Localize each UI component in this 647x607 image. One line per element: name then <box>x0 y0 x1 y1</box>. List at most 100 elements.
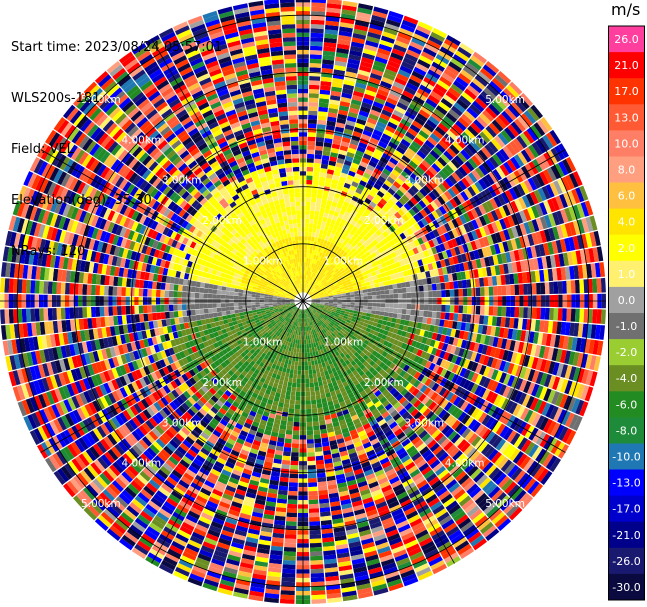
velocity-gate <box>340 172 348 179</box>
velocity-gate <box>450 158 461 169</box>
velocity-gate <box>445 200 455 211</box>
velocity-gate <box>443 94 456 105</box>
velocity-gate <box>428 179 438 189</box>
velocity-gate <box>446 130 458 141</box>
velocity-gate <box>420 217 429 227</box>
velocity-gate <box>365 238 372 245</box>
velocity-gate <box>382 31 397 40</box>
velocity-gate <box>523 179 534 193</box>
velocity-gate <box>317 276 322 281</box>
velocity-gate <box>434 83 448 94</box>
velocity-gate <box>325 286 331 290</box>
velocity-gate <box>342 5 357 12</box>
velocity-gate <box>475 287 481 297</box>
velocity-gate <box>463 146 474 158</box>
velocity-gate <box>319 229 324 235</box>
velocity-gate <box>372 295 377 299</box>
velocity-gate <box>339 26 353 33</box>
velocity-gate <box>296 343 300 349</box>
velocity-gate <box>329 263 334 268</box>
velocity-gate <box>356 78 368 85</box>
velocity-gate <box>353 232 360 239</box>
velocity-gate <box>306 188 312 194</box>
velocity-gate <box>283 555 296 561</box>
velocity-gate <box>349 276 355 281</box>
velocity-gate <box>503 161 514 174</box>
velocity-gate <box>314 264 318 269</box>
velocity-gate <box>432 237 439 247</box>
velocity-gate <box>312 228 317 233</box>
velocity-gate <box>336 118 347 125</box>
velocity-gate <box>422 185 432 194</box>
velocity-gate <box>431 163 441 173</box>
velocity-gate <box>290 456 299 462</box>
velocity-gate <box>380 80 392 89</box>
velocity-gate <box>404 179 413 188</box>
velocity-gate <box>369 211 376 219</box>
velocity-gate <box>328 237 333 243</box>
velocity-gate <box>358 3 374 11</box>
velocity-gate <box>480 287 485 296</box>
velocity-gate <box>540 282 546 295</box>
velocity-gate <box>424 215 432 224</box>
velocity-gate <box>498 206 507 218</box>
velocity-gate <box>283 447 292 452</box>
velocity-gate <box>379 209 387 217</box>
velocity-gate <box>345 304 351 308</box>
velocity-gate <box>566 308 572 322</box>
velocity-gate <box>480 90 494 103</box>
velocity-gate <box>332 73 345 80</box>
velocity-gate <box>370 252 377 258</box>
velocity-gate <box>333 135 343 141</box>
velocity-gate <box>309 512 320 518</box>
velocity-gate <box>488 306 494 316</box>
velocity-gate <box>385 260 391 266</box>
velocity-gate <box>340 141 350 148</box>
velocity-gate <box>476 134 487 146</box>
velocity-gate <box>455 120 467 132</box>
velocity-gate <box>330 95 341 101</box>
velocity-gate <box>451 172 461 183</box>
velocity-gate <box>320 76 332 83</box>
velocity-gate <box>379 137 390 145</box>
velocity-gate <box>365 244 372 251</box>
velocity-gate <box>466 85 480 97</box>
velocity-gate <box>467 305 472 314</box>
velocity-gate <box>319 278 324 283</box>
velocity-gate <box>320 85 331 91</box>
velocity-gate <box>380 294 386 299</box>
velocity-gate <box>308 499 319 505</box>
velocity-gate <box>348 245 354 251</box>
velocity-gate <box>345 242 351 249</box>
velocity-gate <box>510 284 515 296</box>
velocity-gate <box>466 107 479 119</box>
velocity-gate <box>287 364 291 370</box>
velocity-gate <box>463 223 471 233</box>
velocity-gate <box>517 115 530 130</box>
velocity-gate <box>351 37 366 45</box>
velocity-gate <box>317 288 322 292</box>
velocity-gate <box>326 169 335 175</box>
velocity-gate <box>391 214 399 223</box>
velocity-gate <box>568 173 579 188</box>
velocity-gate <box>337 253 343 259</box>
velocity-gate <box>323 239 328 245</box>
velocity-gate <box>425 98 438 109</box>
velocity-gate <box>373 183 382 191</box>
velocity-gate <box>309 352 314 357</box>
velocity-gate <box>306 166 314 172</box>
velocity-gate <box>349 166 358 173</box>
velocity-gate <box>309 214 315 220</box>
velocity-gate <box>497 194 506 206</box>
velocity-gate <box>378 43 393 52</box>
velocity-gate <box>384 289 390 295</box>
velocity-gate <box>304 339 307 345</box>
velocity-gate <box>401 19 417 29</box>
velocity-gate <box>530 124 542 139</box>
velocity-gate <box>359 205 367 212</box>
velocity-gate <box>424 156 434 166</box>
velocity-gate <box>307 473 317 479</box>
velocity-gate <box>410 185 419 194</box>
velocity-gate <box>463 212 471 223</box>
velocity-gate <box>317 407 324 413</box>
